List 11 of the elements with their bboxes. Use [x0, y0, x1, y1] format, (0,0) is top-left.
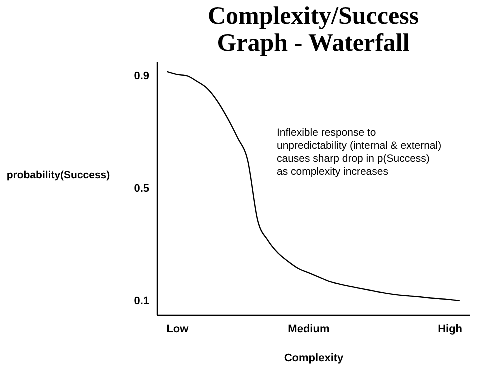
y-axis-title: probability(Success) [6, 170, 110, 182]
y-tick-label: 0.1 [134, 295, 150, 308]
line-series [166, 71, 461, 302]
y-tick-label: 0.9 [134, 70, 150, 83]
x-tick-label: Low [166, 324, 190, 336]
chart-title: Complexity/Success Graph - Waterfall [208, 3, 420, 57]
x-tick-label: High [438, 324, 463, 336]
y-tick-label: 0.5 [134, 183, 150, 195]
x-axis-title: Complexity [284, 352, 345, 364]
x-tick-label: Medium [288, 324, 330, 336]
annotation: Inflexible response to unpredictability (internal & external) causes sharp drop in p(Success) as complexity increases [277, 127, 442, 178]
